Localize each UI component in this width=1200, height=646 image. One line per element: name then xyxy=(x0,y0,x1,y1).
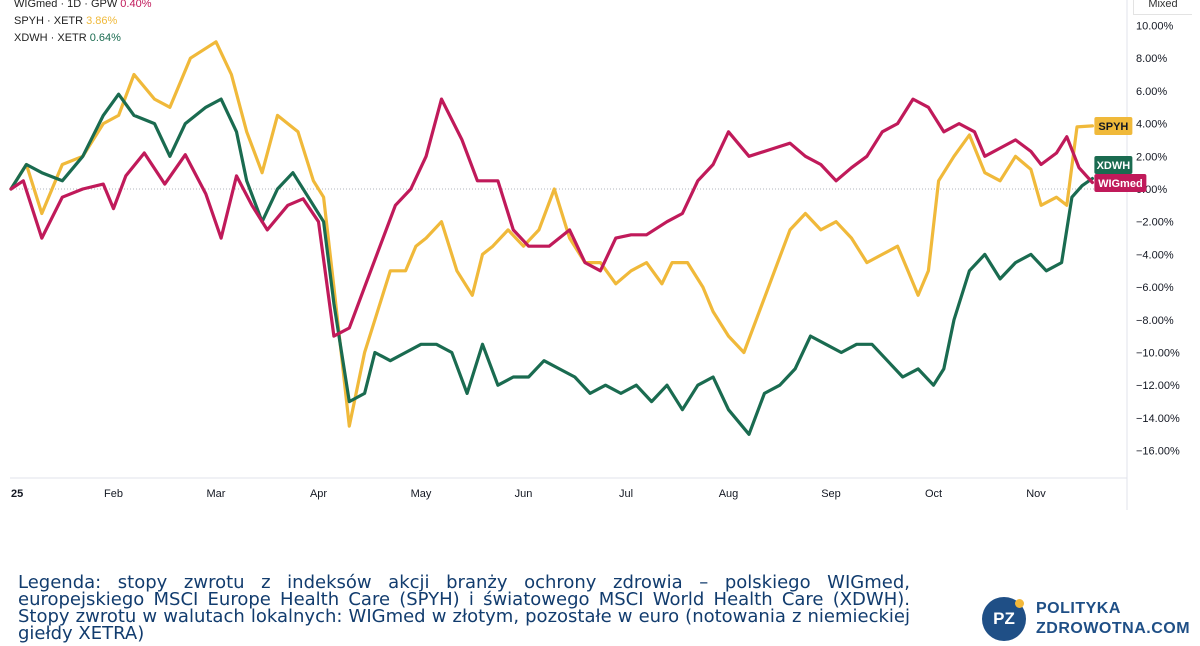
x-tick-label: Aug xyxy=(719,488,739,500)
series-tag-label: SPYH xyxy=(1098,121,1128,133)
brand-logo: PZ POLITYKA ZDROWOTNA.COM xyxy=(982,596,1190,642)
caption-text: Legenda: stopy zwrotu z indeksów akcji b… xyxy=(18,572,910,644)
x-tick-label: Jun xyxy=(515,488,533,500)
x-tick-label: Sep xyxy=(821,488,841,500)
legend-label: SPYH · XETR xyxy=(14,15,84,27)
y-tick-label: −2.00% xyxy=(1136,217,1174,229)
y-tick-label: −12.00% xyxy=(1136,380,1180,392)
y-tick-label: 2.00% xyxy=(1136,151,1167,163)
y-tick-label: 6.00% xyxy=(1136,86,1167,98)
chart-legend: WIGmed · 1D · GPW 0.40% SPYH · XETR 3.86% … xyxy=(14,0,151,47)
y-tick-label: −10.00% xyxy=(1136,348,1180,360)
y-tick-label: −4.00% xyxy=(1136,249,1174,261)
legend-value: 0.40% xyxy=(120,0,152,10)
y-tick-label: −14.00% xyxy=(1136,413,1180,425)
y-tick-label: 10.00% xyxy=(1136,21,1174,33)
y-tick-label: 4.00% xyxy=(1136,119,1167,131)
legend-value: 3.86% xyxy=(86,15,118,27)
x-tick-label: Feb xyxy=(104,488,123,500)
scale-mode-button[interactable]: Mixed xyxy=(1133,0,1192,15)
logo-line-2: ZDROWOTNA.COM xyxy=(1036,620,1191,637)
x-tick-label: Nov xyxy=(1026,488,1046,500)
series-tag-wigmed xyxy=(1094,174,1147,192)
legend-entry-spyh[interactable]: SPYH · XETR 3.86% xyxy=(14,13,151,30)
series-line-xdwh[interactable] xyxy=(9,92,1094,436)
series-line-wigmed[interactable] xyxy=(9,97,1094,338)
series-tag-label: WIGmed xyxy=(1098,178,1143,190)
legend-label: WIGmed · 1D · GPW xyxy=(14,0,118,10)
legend-entry-xdwh[interactable]: XDWH · XETR 0.64% xyxy=(14,30,151,47)
logo-badge: PZ xyxy=(982,597,1026,641)
y-tick-label: −16.00% xyxy=(1136,446,1180,458)
legend-label: XDWH · XETR xyxy=(14,32,87,44)
y-tick-label: −6.00% xyxy=(1136,282,1174,294)
x-tick-label: Jul xyxy=(619,488,633,500)
x-tick-label: 25 xyxy=(11,488,23,500)
y-tick-label: 8.00% xyxy=(1136,53,1167,65)
x-tick-label: Apr xyxy=(310,488,327,500)
x-tick-label: May xyxy=(411,488,432,500)
legend-entry-wigmed[interactable]: WIGmed · 1D · GPW 0.40% xyxy=(14,0,151,13)
y-tick-label: −8.00% xyxy=(1136,315,1174,327)
x-tick-label: Oct xyxy=(925,488,942,500)
chart[interactable]: 10.00%8.00%6.00%4.00%2.00%0.00%−2.00%−4.… xyxy=(0,0,1200,510)
series-line-spyh[interactable] xyxy=(9,40,1094,428)
legend-value: 0.64% xyxy=(89,32,121,44)
logo-line-1: POLITYKA xyxy=(1036,600,1121,617)
x-tick-label: Mar xyxy=(207,488,226,500)
series-tag-spyh xyxy=(1094,117,1133,135)
logo-wordmark: POLITYKA ZDROWOTNA.COM xyxy=(1036,599,1190,639)
series-tag-label: XDWH xyxy=(1097,160,1131,172)
series-tag-xdwh xyxy=(1094,156,1133,174)
